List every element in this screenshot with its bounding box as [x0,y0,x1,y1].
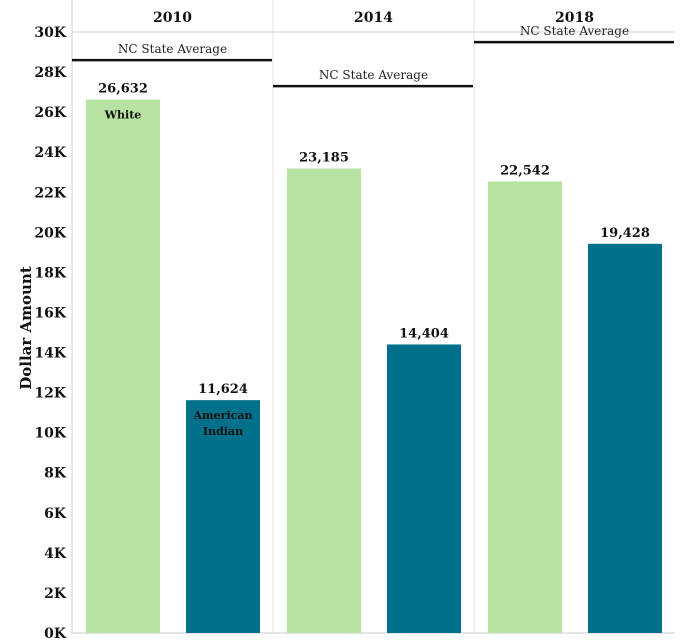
bar [387,344,461,633]
bar [588,243,662,633]
bar-value-label: 19,428 [600,226,650,241]
y-axis-label: Dollar Amount [17,266,35,390]
panel-2010: 2010 26,632 11,624 White American Indian NC St… [72,10,272,633]
y-tick-label: 16K [34,305,66,321]
bar-value-label: 23,185 [299,151,349,166]
bar-value-label: 22,542 [500,163,550,178]
panel-2018: 2018 22,542 19,428 NC State Average [474,10,674,633]
panel-title: 2014 [354,10,393,26]
bar [186,400,260,633]
chart-panels: 2010 26,632 11,624 White American Indian NC St… [71,0,675,634]
y-tick-label: 26K [34,105,66,121]
y-axis-ticks: 0K 2K 4K 6K 8K 10K 12K 14K 16K 18K 20K 22K 24K 26K 28K… [34,25,66,642]
y-tick-label: 6K [44,506,67,522]
y-tick-label: 28K [34,65,66,81]
panel-2014: 2014 23,185 14,404 NC State Average [273,10,473,634]
y-tick-label: 18K [34,265,66,281]
y-tick-label: 20K [34,225,66,241]
panel-title: 2018 [555,10,594,26]
in-bar-series-label: Indian [203,425,243,438]
y-tick-label: 30K [34,25,66,41]
state-average-label: NC State Average [118,42,227,56]
state-average-label: NC State Average [319,68,428,82]
bar-value-label: 26,632 [98,82,148,97]
y-tick-label: 14K [34,346,66,362]
bar [287,168,361,634]
y-tick-label: 22K [34,185,66,201]
bar-value-label: 11,624 [198,382,248,397]
y-tick-label: 12K [34,386,66,402]
state-average-label: NC State Average [520,24,629,38]
y-tick-label: 0K [44,626,67,642]
y-tick-label: 2K [44,586,67,602]
in-bar-series-label: American [193,409,253,422]
y-tick-label: 24K [34,145,66,161]
bar [86,99,160,633]
y-tick-label: 4K [44,546,67,562]
y-tick-label: 10K [34,426,66,442]
y-tick-label: 8K [44,466,67,482]
panel-title: 2010 [153,10,192,26]
bar-value-label: 14,404 [399,326,449,341]
in-bar-series-label: White [104,109,142,122]
bar [488,181,562,633]
